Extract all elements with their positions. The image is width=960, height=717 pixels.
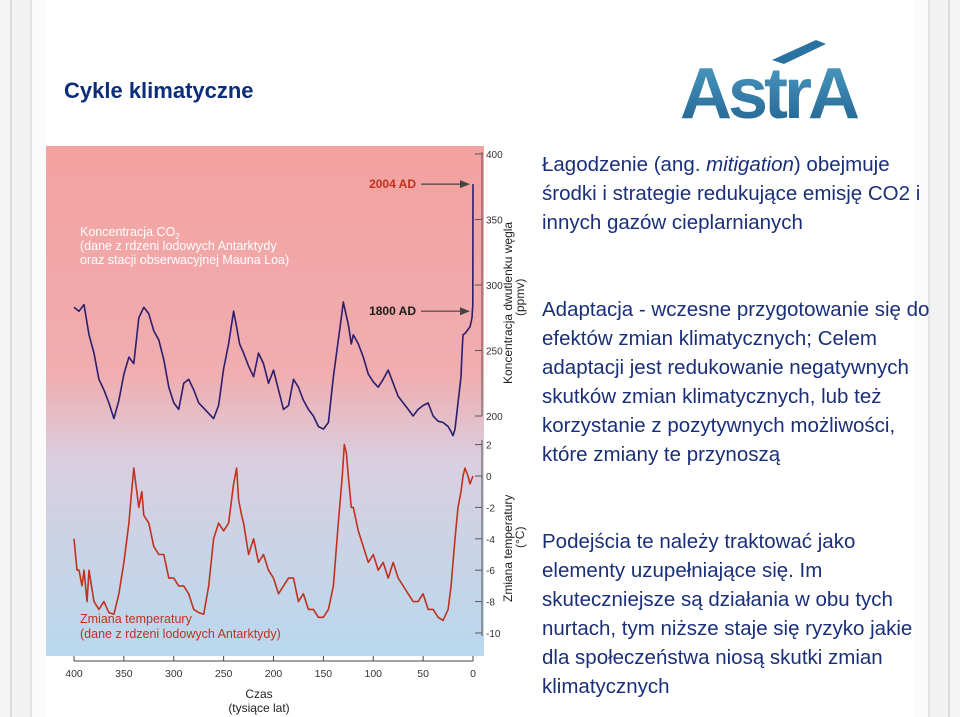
temp-tick-label: -8 <box>486 598 495 609</box>
x-tick-label: 200 <box>265 668 283 680</box>
temp-tick-label: 2 <box>486 441 492 452</box>
co2-axis-label-unit: (ppmv) <box>513 279 527 316</box>
chart-xaxis-area <box>46 656 484 717</box>
x-tick-label: 400 <box>65 668 83 680</box>
co2-label-text: Koncentracja CO <box>80 225 175 239</box>
mitigation-rest: ) obejmuje środki i strategie redukujące… <box>542 153 921 234</box>
co2-axis-label: Koncentracja dwutlenku węgla <box>501 222 515 384</box>
co2-tick-label: 250 <box>486 347 503 358</box>
temp-axis-label-unit: (°C) <box>513 527 527 548</box>
svg-text:AstrA: AstrA <box>680 54 859 124</box>
slide-title: Cykle klimatyczne <box>64 78 254 103</box>
x-tick-label: 0 <box>470 668 476 680</box>
temp-tick-label: -2 <box>486 503 495 514</box>
co2-tick-label: 300 <box>486 281 503 292</box>
temp-tick-label: -4 <box>486 535 495 546</box>
x-tick-label: 250 <box>215 668 233 680</box>
astra-logo: AstrA <box>680 40 863 124</box>
x-tick-label: 100 <box>364 668 382 680</box>
right-decorative-stripes <box>914 0 960 717</box>
paragraph-adaptation: Adaptacja - wczesne przygotowanie się do… <box>542 298 930 466</box>
temperature-series-line <box>73 443 474 622</box>
temp-tick-label: -6 <box>486 566 495 577</box>
co2-tick-label: 200 <box>486 412 503 423</box>
temp-tick-label: 0 <box>486 472 492 483</box>
co2-series-line <box>73 184 474 437</box>
x-axis-label: Czas <box>245 687 272 701</box>
annotation-label: 1800 AD <box>369 304 416 318</box>
x-tick-label: 350 <box>115 668 133 680</box>
mitigation-lead: Łagodzenie (ang. <box>542 153 707 176</box>
co2-label-subscript: 2 <box>175 232 180 241</box>
x-axis-label-unit: (tysiące lat) <box>228 701 289 715</box>
temp-axis-label: Zmiana temperatury <box>501 495 515 602</box>
co2-label-line1: Koncentracja CO2 <box>80 225 180 241</box>
co2-label-line2: (dane z rdzeni lodowych Antarktydy <box>80 239 277 253</box>
co2-tick-label: 400 <box>486 150 503 161</box>
annotation-label: 2004 AD <box>369 177 416 191</box>
annotation-arrow-head <box>460 307 470 316</box>
temp-label-line1: Zmiana temperatury <box>80 612 193 626</box>
paragraph-mitigation: Łagodzenie (ang. mitigation) obejmuje śr… <box>542 150 942 237</box>
co2-label-line3: oraz stacji obserwacyjnej Mauna Loa) <box>80 253 289 267</box>
co2-tick-label: 350 <box>486 216 503 227</box>
left-decorative-stripes <box>0 0 46 717</box>
paragraph-approaches: Podejścia te należy traktować jako eleme… <box>542 530 913 698</box>
temp-tick-label: -10 <box>486 629 501 640</box>
chart-yaxis-area <box>484 146 530 717</box>
annotation-arrow-head <box>460 180 470 189</box>
temp-label-line2: (dane z rdzeni lodowych Antarktydy) <box>80 627 281 641</box>
climate-chart: 40035030025020020-2-4-6-8-10Koncentracja… <box>46 146 530 717</box>
x-tick-label: 150 <box>315 668 333 680</box>
x-tick-label: 50 <box>417 668 429 680</box>
mitigation-term: mitigation <box>706 153 794 176</box>
x-tick-label: 300 <box>165 668 183 680</box>
chart-plot-background <box>46 146 484 656</box>
